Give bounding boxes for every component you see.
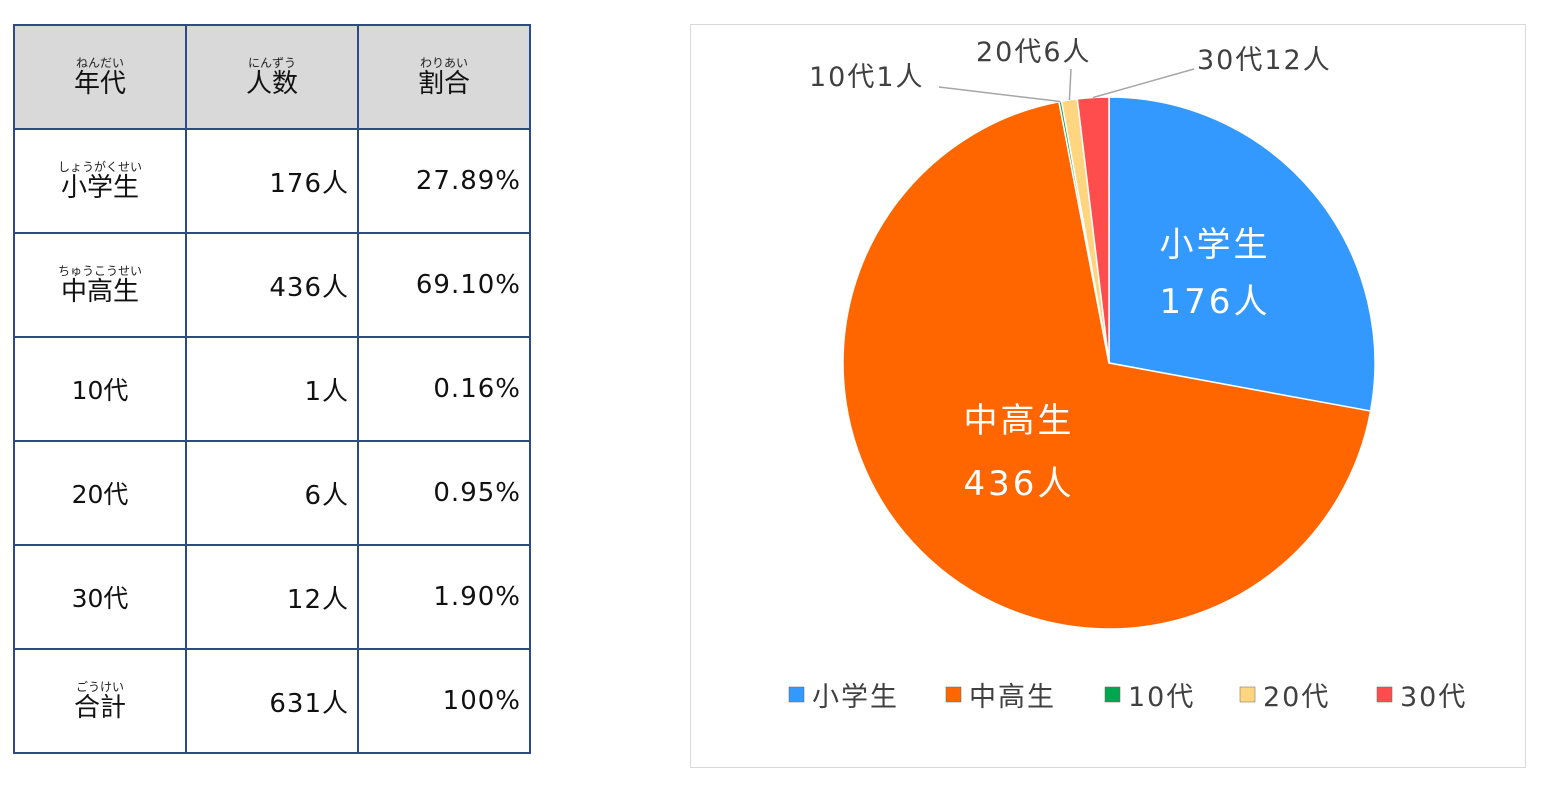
row-label: 小学生 [60, 173, 139, 203]
header-ruby: にんずう [247, 56, 296, 70]
slice-label-value: 176人 [1160, 282, 1271, 322]
table-row: 10代 1人 0.16% [13, 336, 531, 442]
row-ratio: 1.90% [357, 544, 531, 650]
row-label-cell: 20代 [13, 440, 187, 546]
header-cell-count: にんずう 人数 [185, 24, 359, 130]
header-ruby: わりあい [419, 56, 468, 70]
row-count: 436人 [185, 232, 359, 338]
pie-chart: 小学生 176人 中高生 436人 10代1人 20代6人 30代12人 小学生… [788, 37, 1467, 713]
row-ruby: しょうがくせい [57, 160, 142, 174]
pie-slice-2 [842, 100, 1372, 630]
slice-label-name: 中高生 [964, 401, 1075, 441]
legend-swatch [1376, 686, 1393, 703]
row-label-cell: ちゅうこうせい 中高生 [13, 232, 187, 338]
legend-label: 20代 [1263, 682, 1330, 713]
header-cell-age: ねんだい 年代 [13, 24, 187, 130]
header-text: 割合 [417, 69, 470, 99]
row-ruby: ごうけい [75, 680, 124, 694]
row-ratio: 0.95% [357, 440, 531, 546]
table-row: ちゅうこうせい 中高生 436人 69.10% [13, 232, 531, 338]
row-label-cell: 30代 [13, 544, 187, 650]
leader-line [1092, 68, 1195, 99]
row-ruby: ちゅうこうせい [57, 264, 142, 278]
row-label: 30代 [71, 584, 129, 613]
row-count: 12人 [185, 544, 359, 650]
slice-label-name: 小学生 [1160, 225, 1271, 265]
header-ruby: ねんだい [75, 56, 124, 70]
legend-swatch [945, 686, 962, 703]
row-ratio: 69.10% [357, 232, 531, 338]
table-header-row: ねんだい 年代 にんずう 人数 わりあい 割合 [13, 24, 531, 130]
row-count: 6人 [185, 440, 359, 546]
slice-label-value: 436人 [964, 464, 1075, 504]
table-row: ごうけい 合計 631人 100% [13, 648, 531, 754]
legend-label: 10代 [1128, 682, 1195, 713]
row-count: 631人 [185, 648, 359, 754]
legend-label: 30代 [1400, 682, 1467, 713]
callout-label: 30代12人 [1197, 45, 1332, 76]
legend-swatch [1104, 686, 1121, 703]
row-label: 中高生 [60, 277, 139, 307]
row-count: 176人 [185, 128, 359, 234]
row-ratio: 27.89% [357, 128, 531, 234]
legend-label: 小学生 [812, 682, 899, 713]
chart-legend: 小学生 中高生 10代 20代 30代 [788, 682, 1467, 713]
pie-slice-1 [1108, 96, 1376, 412]
header-text: 年代 [73, 69, 126, 99]
row-ratio: 0.16% [357, 336, 531, 442]
callout-leader-lines [938, 68, 1195, 103]
legend-swatch [1239, 686, 1256, 703]
table-row: 30代 12人 1.90% [13, 544, 531, 650]
row-ratio: 100% [357, 648, 531, 754]
table-row: しょうがくせい 小学生 176人 27.89% [13, 128, 531, 234]
leader-line [938, 86, 1061, 103]
pie-chart-area: 小学生 176人 中高生 436人 10代1人 20代6人 30代12人 小学生… [690, 24, 1526, 768]
row-label-cell: 10代 [13, 336, 187, 442]
callout-label: 20代6人 [976, 37, 1092, 68]
leader-line [1068, 68, 1072, 101]
row-count: 1人 [185, 336, 359, 442]
pie-slices [842, 96, 1376, 630]
row-label: 20代 [71, 480, 129, 509]
row-label: 10代 [71, 376, 129, 405]
table-row: 20代 6人 0.95% [13, 440, 531, 546]
header-cell-ratio: わりあい 割合 [357, 24, 531, 130]
legend-swatch [788, 686, 805, 703]
data-table: ねんだい 年代 にんずう 人数 わりあい 割合 しょうがくせい 小学生 176人 27.… [13, 24, 531, 754]
callout-label: 10代1人 [809, 62, 925, 93]
legend-label: 中高生 [969, 682, 1056, 713]
header-text: 人数 [245, 69, 298, 99]
row-label-cell: ごうけい 合計 [13, 648, 187, 754]
row-label: 合計 [73, 693, 126, 723]
row-label-cell: しょうがくせい 小学生 [13, 128, 187, 234]
